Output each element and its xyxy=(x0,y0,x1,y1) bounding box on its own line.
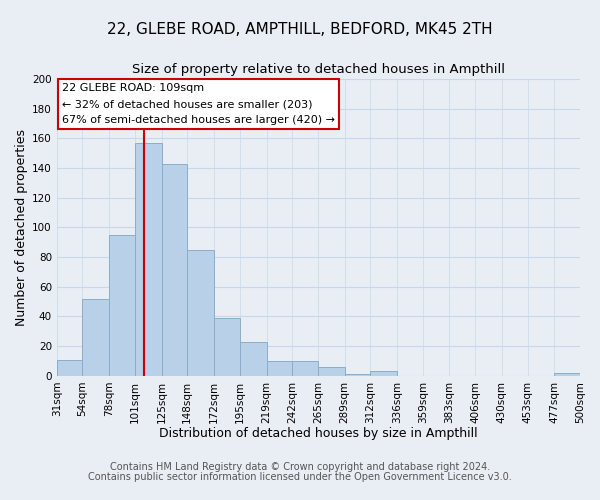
Bar xyxy=(161,164,187,376)
Bar xyxy=(109,235,135,376)
X-axis label: Distribution of detached houses by size in Ampthill: Distribution of detached houses by size … xyxy=(159,427,478,440)
Bar xyxy=(370,372,397,376)
Y-axis label: Number of detached properties: Number of detached properties xyxy=(15,129,28,326)
Bar xyxy=(318,367,344,376)
Text: 22 GLEBE ROAD: 109sqm
← 32% of detached houses are smaller (203)
67% of semi-det: 22 GLEBE ROAD: 109sqm ← 32% of detached … xyxy=(62,84,335,124)
Title: Size of property relative to detached houses in Ampthill: Size of property relative to detached ho… xyxy=(132,64,505,76)
Bar xyxy=(214,318,240,376)
Bar xyxy=(187,250,214,376)
Bar xyxy=(554,373,580,376)
Bar xyxy=(240,342,266,376)
Bar xyxy=(292,361,318,376)
Text: 22, GLEBE ROAD, AMPTHILL, BEDFORD, MK45 2TH: 22, GLEBE ROAD, AMPTHILL, BEDFORD, MK45 … xyxy=(107,22,493,38)
Bar xyxy=(266,361,292,376)
Text: Contains HM Land Registry data © Crown copyright and database right 2024.: Contains HM Land Registry data © Crown c… xyxy=(110,462,490,472)
Bar xyxy=(82,298,109,376)
Bar xyxy=(344,374,370,376)
Bar xyxy=(135,143,161,376)
Bar xyxy=(57,360,82,376)
Text: Contains public sector information licensed under the Open Government Licence v3: Contains public sector information licen… xyxy=(88,472,512,482)
